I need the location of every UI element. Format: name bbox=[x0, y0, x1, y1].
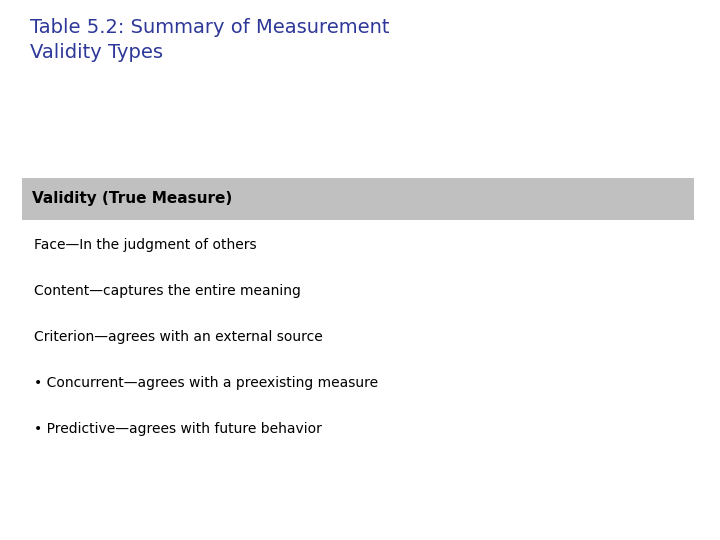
Text: Face—In the judgment of others: Face—In the judgment of others bbox=[34, 238, 256, 252]
Text: Validity (True Measure): Validity (True Measure) bbox=[32, 192, 233, 206]
Text: Criterion—agrees with an external source: Criterion—agrees with an external source bbox=[34, 330, 323, 344]
Text: Table 5.2: Summary of Measurement
Validity Types: Table 5.2: Summary of Measurement Validi… bbox=[30, 18, 390, 62]
Text: • Predictive—agrees with future behavior: • Predictive—agrees with future behavior bbox=[34, 422, 322, 436]
Text: Content—captures the entire meaning: Content—captures the entire meaning bbox=[34, 284, 301, 298]
FancyBboxPatch shape bbox=[22, 178, 694, 220]
Text: • Concurrent—agrees with a preexisting measure: • Concurrent—agrees with a preexisting m… bbox=[34, 376, 378, 390]
